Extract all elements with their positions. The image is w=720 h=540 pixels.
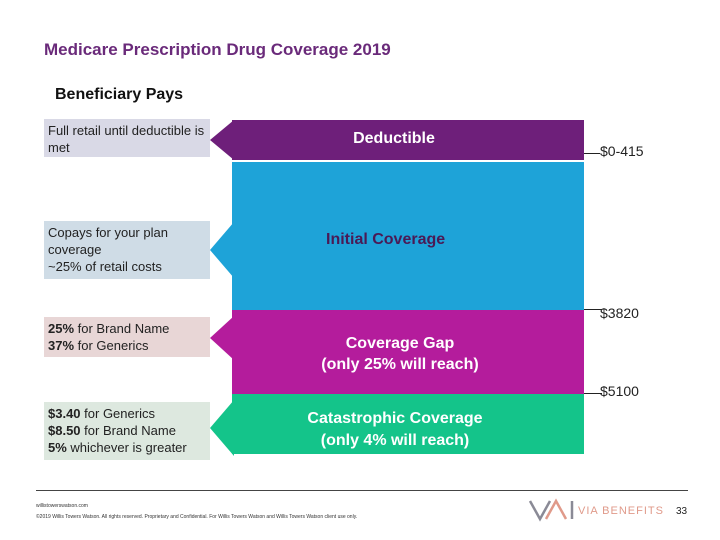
- leader-deductible: [584, 153, 600, 154]
- note-cat-generic-text: for Generics: [80, 406, 155, 421]
- band-label-gap-line1: Coverage Gap: [345, 335, 455, 352]
- arrow-gap: [210, 316, 234, 360]
- leader-initial-limit: [584, 309, 602, 310]
- note-cat-brand-text: for Brand Name: [80, 423, 176, 438]
- note-initial-coverage: Copays for your plan coverage ~25% of re…: [44, 221, 210, 279]
- page-number: 33: [676, 506, 688, 517]
- arrow-initial: [210, 222, 234, 278]
- footer-url[interactable]: willistowerswatson.com: [36, 503, 88, 509]
- note-deductible: Full retail until deductible is met: [44, 119, 210, 157]
- note-cat-brand-amt: $8.50: [48, 423, 81, 438]
- footer-divider: [36, 490, 688, 491]
- band-label-catastrophic: Catastrophic Coverage (only 4% will reac…: [285, 408, 505, 452]
- note-initial-pct: ~25%: [48, 259, 82, 274]
- note-cat-pct-text: whichever is greater: [66, 440, 187, 455]
- band-label-initial: Initial Coverage: [326, 231, 446, 248]
- band-label-cat-line2: (only 4% will reach): [320, 432, 470, 449]
- band-deductible: [232, 120, 584, 160]
- arrow-catastrophic: [210, 400, 234, 456]
- note-initial-line1: Copays for your plan coverage: [48, 225, 168, 257]
- band-initial-coverage: [232, 162, 584, 310]
- amount-deductible-range: $0-415: [600, 143, 644, 159]
- note-gap-brand-pct: 25%: [48, 321, 75, 336]
- leader-gap-limit: [584, 393, 602, 394]
- via-logo-icon: [528, 498, 574, 522]
- note-initial-tail: of retail costs: [81, 259, 162, 274]
- footer-legal: ©2019 Willis Towers Watson. All rights r…: [36, 514, 358, 520]
- note-cat-pct: 5%: [48, 440, 67, 455]
- band-label-cat-line1: Catastrophic Coverage: [307, 410, 483, 427]
- band-coverage-gap: [232, 310, 584, 394]
- amount-gap-limit: $5100: [600, 383, 639, 399]
- note-deductible-text: Full retail until deductible is met: [48, 123, 205, 155]
- page-title: Medicare Prescription Drug Coverage 2019: [44, 40, 391, 59]
- band-label-deductible: Deductible: [353, 130, 435, 147]
- note-gap-brand-text: for Brand Name: [74, 321, 170, 336]
- note-cat-generic-amt: $3.40: [48, 406, 81, 421]
- amount-initial-limit: $3820: [600, 305, 639, 321]
- logo-text: VIA BENEFITS: [578, 505, 664, 517]
- band-catastrophic: [232, 394, 584, 454]
- band-label-gap-line2: (only 25% will reach): [321, 356, 479, 373]
- note-catastrophic: $3.40 for Generics $8.50 for Brand Name …: [44, 402, 210, 460]
- section-subtitle: Beneficiary Pays: [55, 86, 184, 103]
- note-gap-generic-text: for Generics: [74, 338, 149, 353]
- band-label-gap: Coverage Gap (only 25% will reach): [290, 333, 510, 375]
- note-gap-generic-pct: 37%: [48, 338, 75, 353]
- note-coverage-gap: 25% for Brand Name 37% for Generics: [44, 317, 210, 357]
- arrow-deductible: [210, 120, 234, 160]
